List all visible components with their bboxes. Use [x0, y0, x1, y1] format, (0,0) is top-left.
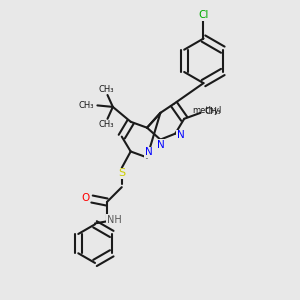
Text: N: N [145, 147, 152, 157]
Text: NH: NH [107, 215, 122, 225]
Text: CH₃: CH₃ [99, 120, 114, 129]
Text: CH₃: CH₃ [78, 101, 94, 110]
Text: N: N [157, 140, 164, 150]
Text: N: N [177, 130, 184, 140]
Text: O: O [81, 193, 90, 202]
Text: Cl: Cl [198, 11, 209, 20]
Text: CH₃: CH₃ [205, 107, 222, 116]
Text: methyl: methyl [192, 106, 221, 115]
Text: CH₃: CH₃ [99, 85, 114, 94]
Text: S: S [118, 168, 125, 178]
